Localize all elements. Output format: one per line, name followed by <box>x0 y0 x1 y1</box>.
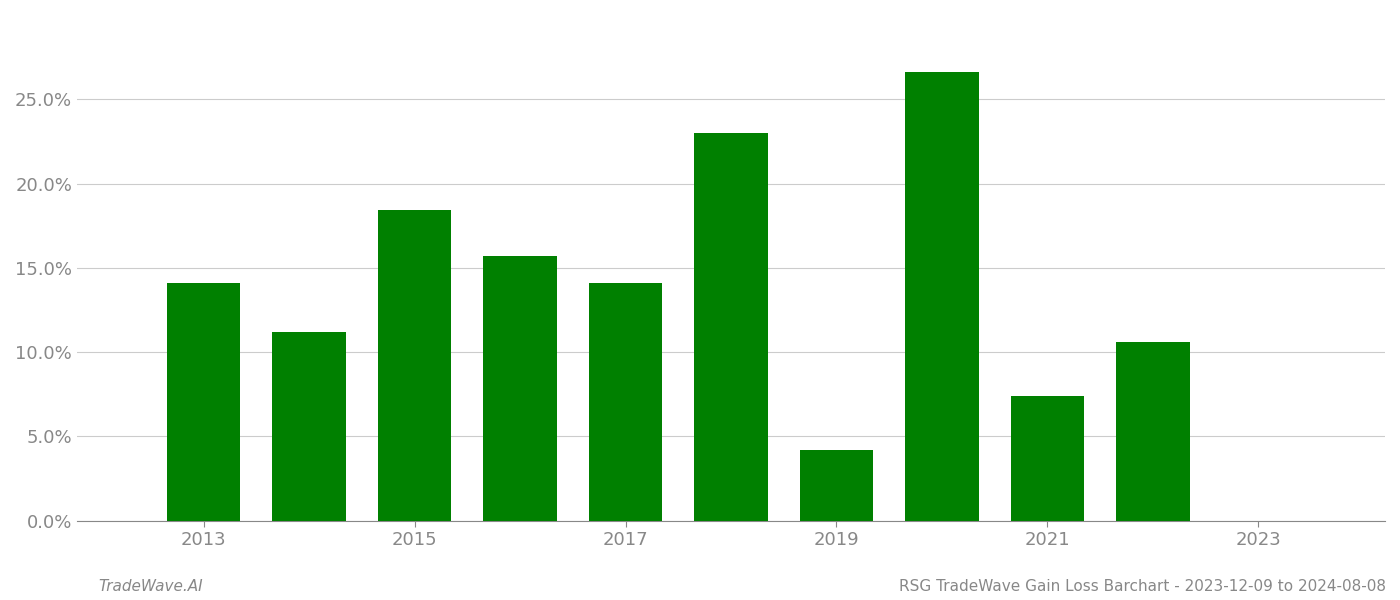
Bar <box>483 256 557 521</box>
Text: RSG TradeWave Gain Loss Barchart - 2023-12-09 to 2024-08-08: RSG TradeWave Gain Loss Barchart - 2023-… <box>899 579 1386 594</box>
Text: TradeWave.AI: TradeWave.AI <box>98 579 203 594</box>
Bar <box>904 72 979 521</box>
Bar <box>378 211 451 521</box>
Bar <box>799 450 874 521</box>
Bar <box>167 283 241 521</box>
Bar <box>1011 396 1085 521</box>
Bar <box>588 283 662 521</box>
Bar <box>272 332 346 521</box>
Bar <box>1116 342 1190 521</box>
Bar <box>694 133 769 521</box>
